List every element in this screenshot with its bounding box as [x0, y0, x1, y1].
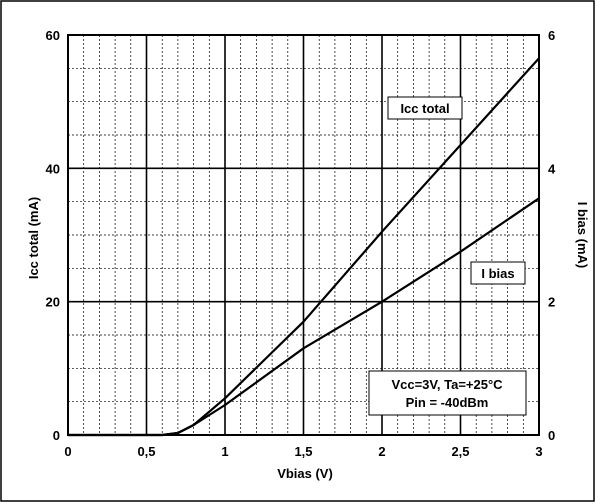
series-line-i-bias	[68, 197, 540, 437]
y-left-tick-label: 0	[53, 428, 60, 443]
conditions-line-1: Vcc=3V, Ta=+25°C	[391, 377, 503, 392]
series-label-icc-total-text: Icc total	[400, 101, 449, 116]
y-left-tick-labels: 0 20 40 60	[46, 28, 60, 443]
x-tick-label: 2,5	[451, 444, 469, 459]
x-tick-label: 0,5	[137, 444, 155, 459]
y-left-tick-label: 20	[46, 295, 60, 310]
y-right-tick-label: 6	[548, 28, 555, 43]
conditions-box-frame	[368, 370, 527, 416]
x-tick-label: 2	[378, 444, 385, 459]
series-label-icc-total: Icc total	[387, 96, 463, 120]
y-left-axis-label: Icc total (mA)	[26, 197, 41, 279]
y-right-tick-label: 0	[548, 428, 555, 443]
x-tick-label: 0	[64, 444, 71, 459]
y-right-tick-labels: 0 2 4 6	[548, 28, 556, 443]
series-layer	[68, 57, 540, 437]
x-tick-label: 1,5	[294, 444, 312, 459]
x-axis-label: Vbias (V)	[277, 466, 333, 481]
plot-area-border	[67, 34, 540, 436]
conditions-line-2: Pin = -40dBm	[406, 395, 489, 410]
y-right-tick-label: 4	[548, 161, 556, 176]
series-label-i-bias-box	[470, 261, 526, 285]
y-left-tick-label: 60	[46, 28, 60, 43]
series-label-icc-total-box	[387, 96, 463, 120]
x-tick-labels: 0 0,5 1 1,5 2 2,5 3	[64, 444, 542, 459]
series-label-i-bias-text: I bias	[481, 266, 514, 281]
y-right-axis-label: I bias (mA)	[575, 202, 590, 268]
x-tick-label: 3	[535, 444, 542, 459]
x-tick-label: 1	[221, 444, 228, 459]
conditions-box: Vcc=3V, Ta=+25°C Pin = -40dBm	[368, 370, 527, 416]
y-right-tick-label: 2	[548, 295, 555, 310]
y-left-tick-label: 40	[46, 161, 60, 176]
series-label-i-bias: I bias	[470, 261, 526, 285]
